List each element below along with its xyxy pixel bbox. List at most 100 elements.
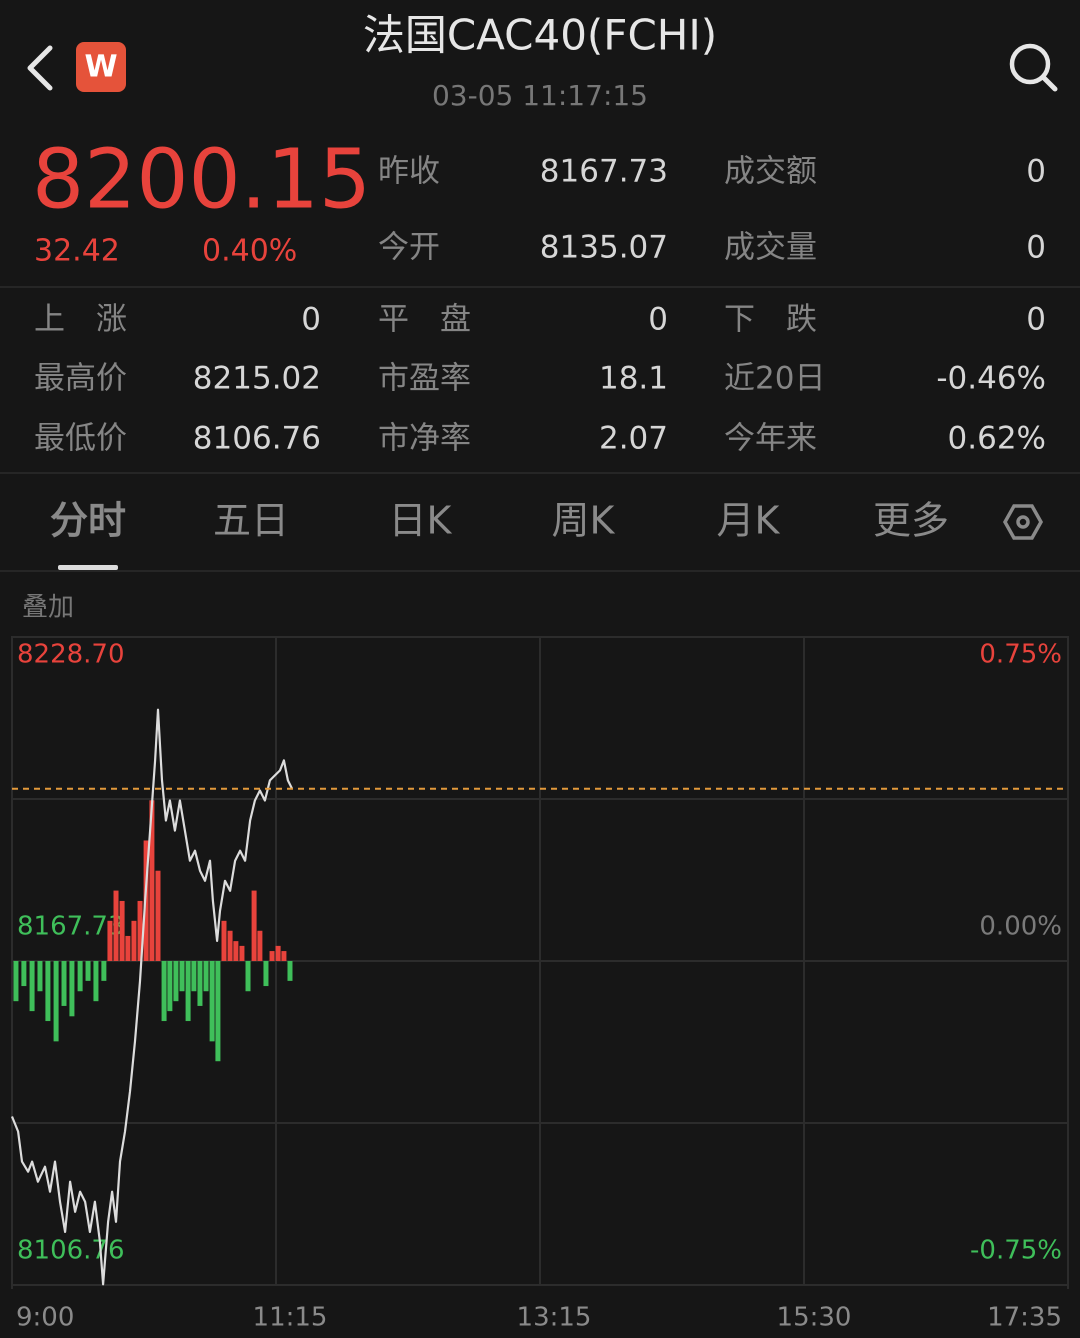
tab[interactable]: 更多 xyxy=(873,499,949,543)
app-icon-letter: W xyxy=(84,50,117,85)
breadth: 上 涨 0 平 盘 0 下 跌 0 最高价 8215.02 市盈率 18.1 近20日 -0.46% 最… xyxy=(34,302,1046,457)
bar xyxy=(161,961,167,1022)
stat-value: 18.1 xyxy=(599,361,668,397)
x-tick-label: 13:15 xyxy=(517,1303,592,1333)
stat-label: 今年来 xyxy=(724,421,817,457)
y2-tick-label: 0.00% xyxy=(979,912,1062,942)
bar xyxy=(85,961,91,981)
bar xyxy=(107,920,113,961)
bar xyxy=(53,961,59,1042)
bar xyxy=(93,961,99,1002)
bar xyxy=(125,935,131,961)
tab[interactable]: 月K xyxy=(717,499,781,543)
bar xyxy=(137,900,143,961)
y-tick-label: 8228.70 xyxy=(17,640,125,670)
stat-label: 成交量 xyxy=(724,230,817,266)
bar xyxy=(221,920,227,961)
stat-label: 市净率 xyxy=(378,421,471,457)
bar xyxy=(131,920,137,961)
stat-label: 平 盘 xyxy=(378,302,471,338)
bar xyxy=(119,900,125,961)
price: 8200.15 xyxy=(32,132,371,227)
tab[interactable]: 五日 xyxy=(213,499,289,543)
stat-value: 2.07 xyxy=(599,421,668,457)
stat-value: 0 xyxy=(1026,154,1046,190)
bar xyxy=(167,961,173,1012)
bar xyxy=(245,961,251,992)
bar xyxy=(61,961,67,1006)
settings-icon xyxy=(1002,504,1044,540)
bar xyxy=(155,870,161,961)
bar xyxy=(21,961,27,987)
bar xyxy=(197,961,203,1006)
tab[interactable]: 日K xyxy=(389,499,453,543)
tab[interactable]: 分时 xyxy=(50,499,126,543)
x-tick-label: 9:00 xyxy=(16,1303,74,1333)
bar xyxy=(191,961,197,992)
bar xyxy=(215,961,221,1062)
stat-label: 上 涨 xyxy=(34,302,127,338)
bar xyxy=(13,961,19,1002)
change: 32.42 xyxy=(34,234,120,269)
stat-label: 近20日 xyxy=(724,361,825,397)
stat-label: 最高价 xyxy=(34,361,127,397)
stats: 昨收 8167.73 成交额 0 今开 8135.07 成交量 0 xyxy=(378,154,1046,266)
settings-button[interactable] xyxy=(1002,504,1044,540)
change-pct: 0.40% xyxy=(202,234,297,269)
bar xyxy=(239,945,245,961)
bar xyxy=(179,961,185,992)
bar xyxy=(209,961,215,1042)
search-button[interactable] xyxy=(1009,43,1058,92)
stat-value: 8106.76 xyxy=(193,421,321,457)
stat-value: -0.46% xyxy=(936,361,1046,397)
stat-value: 0 xyxy=(1026,230,1046,266)
overlay-label[interactable]: 叠加 xyxy=(22,593,74,623)
bar xyxy=(257,930,263,961)
stat-value: 8167.73 xyxy=(540,154,668,190)
price-line xyxy=(10,708,294,1286)
bar xyxy=(275,945,281,961)
subtitle: 03-05 11:17:15 xyxy=(432,79,648,112)
stat-label: 最低价 xyxy=(34,421,127,457)
x-tick-label: 15:30 xyxy=(777,1303,852,1333)
tab-indicator xyxy=(58,565,118,570)
tab[interactable]: 周K xyxy=(552,499,616,543)
x-tick-label: 11:15 xyxy=(253,1303,328,1333)
search-icon xyxy=(1009,43,1051,85)
bar xyxy=(45,961,51,1022)
stat-value: 0.62% xyxy=(948,421,1046,457)
bar xyxy=(113,890,119,961)
stat-value: 8215.02 xyxy=(193,361,321,397)
stat-value: 8135.07 xyxy=(540,230,668,266)
back-button[interactable] xyxy=(27,45,53,91)
stat-label: 成交额 xyxy=(724,154,817,190)
title: 法国CAC40(FCHI) xyxy=(363,11,717,60)
stat-label: 昨收 xyxy=(378,154,440,190)
bar xyxy=(185,961,191,1022)
y-tick-label: 8106.76 xyxy=(17,1236,125,1266)
settings-icon-dot xyxy=(1016,515,1030,529)
bar xyxy=(173,961,179,1002)
x-tick-label: 17:35 xyxy=(987,1303,1062,1333)
stat-value: 0 xyxy=(648,302,668,338)
bar xyxy=(101,961,107,981)
tabs: 分时 五日 日K 周K 月K 更多 xyxy=(50,499,949,570)
bar xyxy=(149,800,155,961)
stat-label: 市盈率 xyxy=(378,361,471,397)
bar xyxy=(29,961,35,1012)
bar xyxy=(203,961,209,992)
y-tick-label: 8167.73 xyxy=(17,912,125,942)
bar xyxy=(37,961,43,992)
stat-label: 下 跌 xyxy=(724,302,817,338)
bar xyxy=(227,930,233,961)
bar xyxy=(269,951,275,961)
app-icon xyxy=(76,42,126,92)
search-icon-handle xyxy=(1040,74,1058,92)
intraday-chart: 8106.76 8167.73 8228.70 -0.75% 0.00% 0.75% 9:0… xyxy=(10,636,1069,1333)
bar xyxy=(251,890,257,961)
y2-tick-label: 0.75% xyxy=(979,640,1062,670)
stat-label: 今开 xyxy=(378,230,440,266)
bar xyxy=(77,961,83,992)
bar xyxy=(233,941,239,961)
